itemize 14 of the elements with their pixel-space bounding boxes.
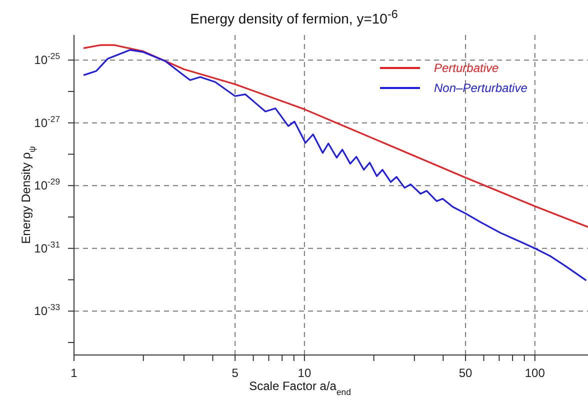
chart-title: Energy density of fermion, y=10$^{-6}$: [189, 8, 399, 27]
y-tick-label: 10$^{-25}$: [34, 51, 60, 68]
legend-label: Non–Perturbative: [434, 81, 528, 95]
y-tick-label: 10$^{-33}$: [34, 302, 60, 318]
x-axis-title: Scale Factor a/a$_{end}$: [249, 379, 352, 397]
legend-label: Perturbative: [434, 61, 499, 75]
x-tick-label: 50: [458, 366, 473, 380]
y-tick-label: 10$^{-27}$: [34, 114, 60, 130]
x-tick-label: 1: [70, 366, 78, 380]
x-tick-label: 5: [232, 366, 239, 380]
y-tick-label: 10$^{-31}$: [34, 239, 60, 256]
x-tick-label: 100: [524, 366, 546, 380]
x-tick-label: 10: [298, 366, 312, 380]
y-tick-label: 10$^{-29}$: [34, 176, 60, 193]
